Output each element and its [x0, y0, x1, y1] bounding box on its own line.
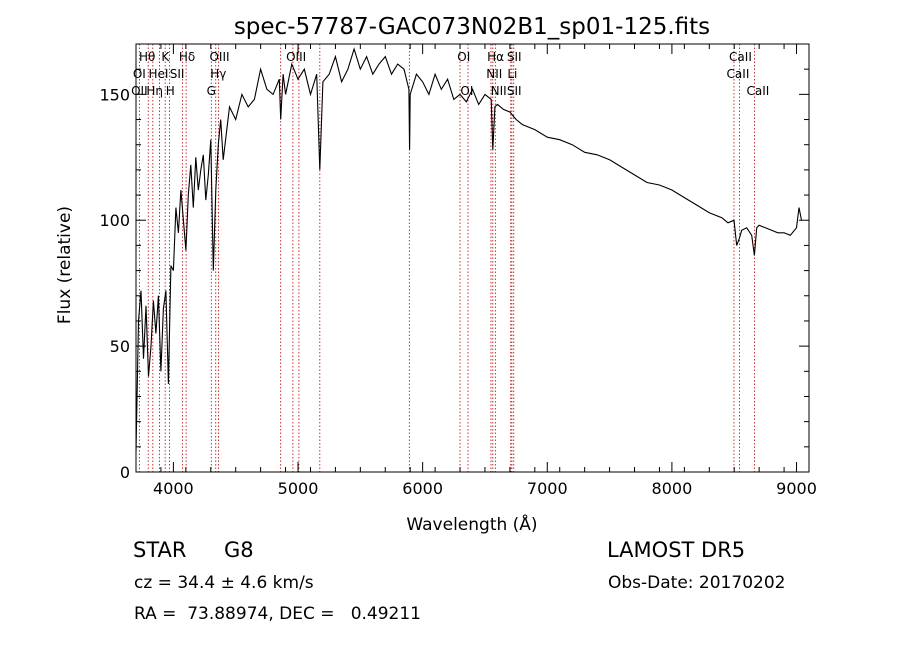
obs-date: Obs-Date: 20170202: [608, 573, 786, 593]
spectral-line-label: HeI: [148, 67, 168, 81]
y-axis-label: Flux (relative): [55, 206, 75, 324]
spectral-line-label: Li: [507, 67, 517, 81]
spectral-line-label: K: [161, 50, 170, 64]
spectral-line-label: CaII: [727, 67, 750, 81]
spectral-line-label: OIII: [286, 50, 306, 64]
axis-ticks: 4000 5000 6000 7000 8000 9000 0 50 100 150: [99, 44, 817, 498]
spectral-line-label: Hθ: [139, 50, 155, 64]
spectral-line-label: Hη: [146, 84, 163, 98]
x-axis-label: Wavelength (Å): [406, 513, 537, 535]
y-tick-label: 50: [110, 337, 130, 356]
redshift-readout: cz = 34.4 ± 4.6 km/s: [134, 573, 314, 593]
spectral-line-label: OIII: [209, 50, 229, 64]
survey-name: LAMOST DR5: [607, 538, 746, 562]
spectral-line-label: OI: [133, 67, 146, 81]
spectral-line-label: OII: [131, 84, 148, 98]
y-tick-label: 0: [120, 463, 130, 482]
spectral-line-label: H: [166, 84, 175, 98]
x-tick-label: 5000: [278, 479, 319, 498]
spectral-line-label: OI: [460, 84, 473, 98]
spectrum-line: [135, 47, 803, 452]
spectral-line-label: SII: [170, 67, 185, 81]
spectral-line-markers: [138, 44, 755, 472]
spectral-line-label: CaII: [746, 84, 769, 98]
spectral-line-label: OI: [457, 50, 470, 64]
y-tick-label: 150: [99, 85, 130, 104]
object-class: STAR: [133, 538, 187, 562]
x-tick-label: 9000: [776, 479, 817, 498]
spectral-line-label: Hδ: [179, 50, 195, 64]
object-subclass: G8: [224, 538, 254, 562]
spectral-line-label: NII: [491, 84, 507, 98]
spectral-line-label: Hα: [487, 50, 504, 64]
x-tick-label: 7000: [527, 479, 568, 498]
spectral-line-label: SII: [507, 50, 522, 64]
chart-title: spec-57787-GAC073N02B1_sp01-125.fits: [234, 14, 710, 40]
x-tick-label: 4000: [153, 479, 194, 498]
coordinates: RA = 73.88974, DEC = 0.49211: [134, 604, 421, 624]
spectral-line-label: Hγ: [210, 67, 226, 81]
x-tick-label: 6000: [402, 479, 443, 498]
spectral-line-label: SII: [507, 84, 522, 98]
x-tick-label: 8000: [652, 479, 693, 498]
spectral-line-label: G: [207, 84, 216, 98]
spectral-line-label: CaII: [729, 50, 752, 64]
spectral-line-label: NII: [486, 67, 502, 81]
y-tick-label: 100: [99, 211, 130, 230]
plot-frame: [135, 43, 810, 473]
